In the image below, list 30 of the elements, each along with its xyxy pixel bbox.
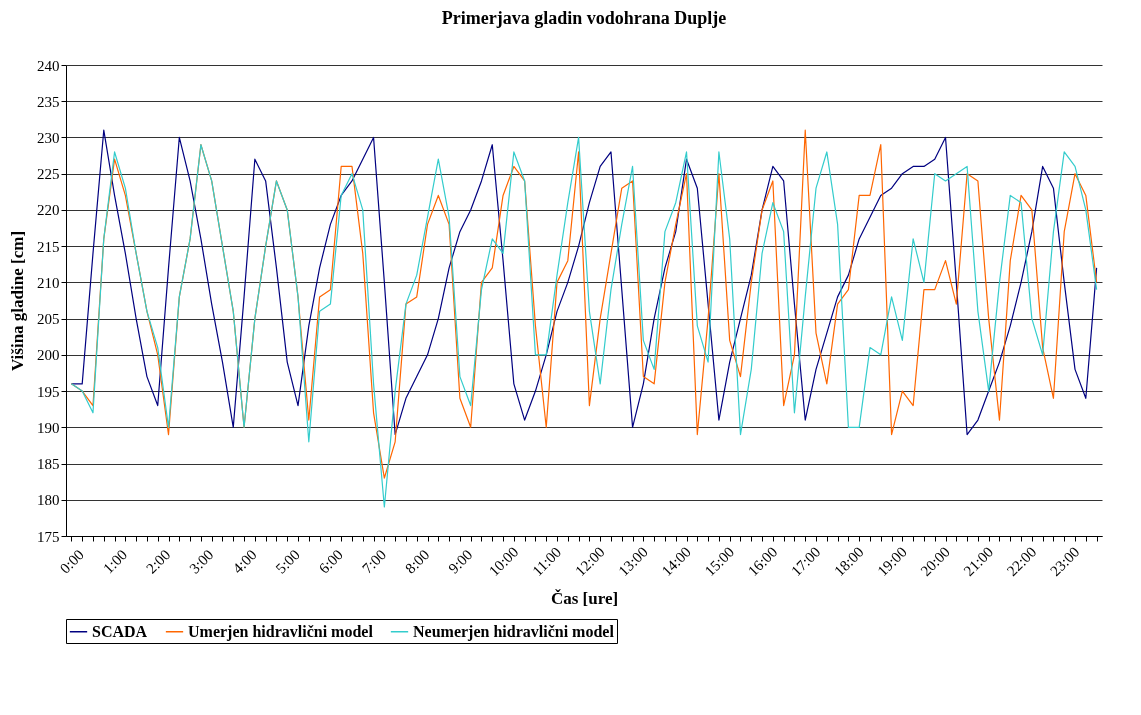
y-tick-label: 220 bbox=[37, 202, 60, 219]
x-tick-label: 9:00 bbox=[445, 546, 476, 577]
y-tick-label: 180 bbox=[37, 492, 60, 509]
x-tick-label: 4:00 bbox=[229, 546, 260, 577]
x-axis-title: Čas [ure] bbox=[550, 589, 619, 609]
legend-label: Neumerjen hidravlični model bbox=[413, 622, 615, 641]
y-tick-label: 200 bbox=[37, 347, 60, 364]
x-tick-label: 3:00 bbox=[186, 546, 217, 577]
y-tick-label: 215 bbox=[37, 238, 60, 255]
y-tick-label: 175 bbox=[37, 528, 60, 545]
y-axis-title: Višina gladine [cm] bbox=[8, 230, 27, 372]
legend-label: SCADA bbox=[92, 622, 148, 640]
x-tick-label: 1:00 bbox=[99, 546, 131, 577]
y-tick-label: 205 bbox=[37, 311, 60, 328]
x-tick-label: 5:00 bbox=[272, 546, 303, 577]
y-tick-label: 210 bbox=[37, 274, 60, 291]
x-tick-label: 7:00 bbox=[358, 546, 390, 577]
y-tick-label: 195 bbox=[37, 383, 60, 400]
x-tick-label: 2:00 bbox=[143, 546, 174, 577]
chart-title: Primerjava gladin vodohrana Duplje bbox=[441, 8, 727, 28]
legend-label: Umerjen hidravlični model bbox=[188, 622, 374, 641]
x-tick-label: 0:00 bbox=[56, 546, 87, 577]
y-tick-label: 225 bbox=[37, 166, 60, 183]
y-tick-label: 230 bbox=[37, 129, 60, 146]
y-tick-label: 235 bbox=[37, 93, 60, 110]
x-tick-label: 8:00 bbox=[402, 546, 433, 577]
y-tick-label: 240 bbox=[37, 57, 60, 74]
y-tick-label: 190 bbox=[37, 419, 60, 436]
y-tick-label: 185 bbox=[37, 456, 60, 473]
x-tick-label: 6:00 bbox=[315, 546, 346, 577]
